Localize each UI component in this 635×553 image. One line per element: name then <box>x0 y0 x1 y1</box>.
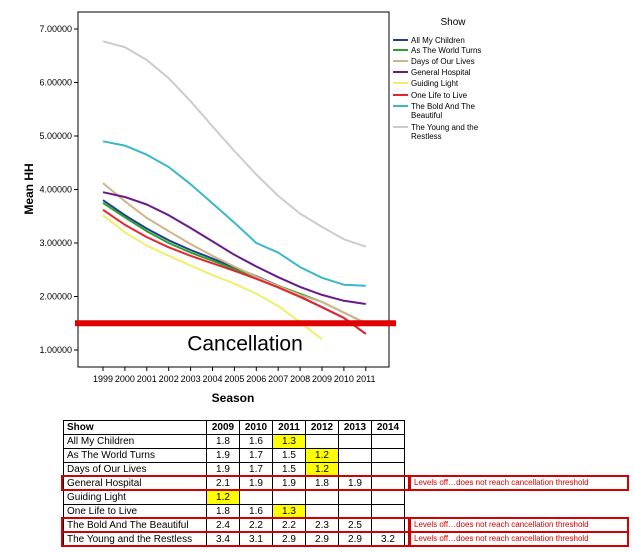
legend-label: General Hospital <box>411 68 471 77</box>
y-axis-title: Mean HH <box>22 163 36 214</box>
threshold-note: Levels off…does not reach cancellation t… <box>414 534 589 543</box>
threshold-note: Levels off…does not reach cancellation t… <box>414 478 589 487</box>
note-box <box>409 531 629 547</box>
x-tick-label: 2001 <box>137 374 157 384</box>
table-cell-value: 1.3 <box>272 504 306 519</box>
threshold-note: Levels off…does not reach cancellation t… <box>414 520 589 529</box>
table-cell-value: 1.7 <box>239 448 273 463</box>
x-tick-label: 1999 <box>93 374 113 384</box>
column-header-year: 2014 <box>371 420 405 435</box>
table-cell-show: Guiding Light <box>63 490 207 505</box>
row-highlight-box <box>61 531 410 547</box>
column-header-year: 2011 <box>272 420 306 435</box>
column-header-year: 2012 <box>305 420 339 435</box>
series-line-one-life-to-live <box>102 208 367 335</box>
cancellation-label: Cancellation <box>187 332 303 355</box>
line-chart: 1.00000 2.00000 3.00000 4.00000 5.00000 6.000… <box>22 11 481 405</box>
legend-label: The Bold And The Beautiful <box>411 102 475 120</box>
legend-label: Guiding Light <box>411 79 459 88</box>
y-tick-label: 5.00000 <box>39 131 72 141</box>
table-cell-value: 1.2 <box>206 490 240 505</box>
note-box <box>409 475 629 491</box>
table-cell-value <box>272 490 306 505</box>
y-tick-label: 6.00000 <box>39 78 72 88</box>
legend-label: One Life to Live <box>411 91 468 100</box>
legend-label: Days of Our Lives <box>411 57 475 66</box>
x-tick-label: 2003 <box>181 374 201 384</box>
table-cell-value: 1.5 <box>272 448 306 463</box>
table-cell-value <box>239 490 273 505</box>
ratings-table: Show 2009 2010 2011 2012 2013 2014 All My Chil… <box>63 420 405 547</box>
x-tick-label: 2006 <box>246 374 266 384</box>
table-cell-value <box>338 490 372 505</box>
legend-label: As The World Turns <box>411 46 481 55</box>
y-tick-label: 3.00000 <box>39 238 72 248</box>
table-cell-value: 1.3 <box>272 434 306 449</box>
table-cell-value: 1.2 <box>305 448 339 463</box>
column-header-year: 2010 <box>239 420 273 435</box>
x-tick-label: 2010 <box>334 374 354 384</box>
table-cell-value <box>338 434 372 449</box>
series-lines <box>102 40 367 341</box>
series-line-days-of-our-lives <box>102 182 367 325</box>
x-tick-label: 2004 <box>202 374 222 384</box>
series-line-the-bold-and-the-beautiful <box>102 140 366 287</box>
x-tick-label: 2005 <box>224 374 244 384</box>
y-tick-label: 2.00000 <box>39 292 72 302</box>
y-tick-label: 4.00000 <box>39 185 72 195</box>
y-tick-label: 7.00000 <box>39 24 72 34</box>
table-cell-value <box>305 490 339 505</box>
y-axis: 1.00000 2.00000 3.00000 4.00000 5.00000 6.000… <box>39 24 78 355</box>
table-row: Guiding Light 1.2 <box>63 490 405 505</box>
column-header-year: 2013 <box>338 420 372 435</box>
plot-frame <box>77 11 390 368</box>
x-tick-label: 2008 <box>290 374 310 384</box>
legend-title: Show <box>440 17 466 28</box>
x-tick-label: 2009 <box>312 374 332 384</box>
column-header-show: Show <box>63 420 207 435</box>
x-tick-label: 2007 <box>268 374 288 384</box>
legend-label: All My Children <box>411 36 465 45</box>
row-highlight-box <box>61 475 410 491</box>
table-row: As The World Turns 1.9 1.7 1.5 1.2 <box>63 448 405 463</box>
x-axis-title: Season <box>212 391 255 405</box>
table-cell-value: 1.8 <box>206 434 240 449</box>
table-cell-value <box>371 490 405 505</box>
y-tick-label: 1.00000 <box>39 345 72 355</box>
series-line-guiding-light <box>102 214 323 341</box>
table-cell-value <box>305 434 339 449</box>
table-cell-value <box>371 434 405 449</box>
x-tick-label: 2000 <box>115 374 135 384</box>
x-tick-label: 2002 <box>159 374 179 384</box>
table-cell-value: 1.9 <box>206 448 240 463</box>
table-cell-show: All My Children <box>63 434 207 449</box>
table-row: The Bold And The Beautiful 2.4 2.2 2.2 2.3 2.… <box>63 518 405 533</box>
table-cell-value <box>371 448 405 463</box>
series-line-general-hospital <box>102 191 366 305</box>
table-body: All My Children 1.8 1.6 1.3 As The World Tur… <box>63 434 405 547</box>
x-axis: 1999 2000 2001 2002 2003 2004 2005 2006 2007 2008… <box>93 367 375 384</box>
table-cell-value: 1.2 <box>305 462 339 477</box>
table-row: All My Children 1.8 1.6 1.3 <box>63 434 405 449</box>
table-cell-show: As The World Turns <box>63 448 207 463</box>
table-row: One Life to Live 1.8 1.6 1.3 <box>63 504 405 519</box>
table-cell-value <box>338 448 372 463</box>
legend-label: The Young and the Restless <box>411 123 479 141</box>
x-tick-label: 2011 <box>356 374 375 384</box>
series-line-the-young-and-the-restless <box>102 40 367 248</box>
table-header-row: Show 2009 2010 2011 2012 2013 2014 <box>63 420 405 435</box>
table-cell-value: 1.6 <box>239 434 273 449</box>
column-header-year: 2009 <box>206 420 240 435</box>
